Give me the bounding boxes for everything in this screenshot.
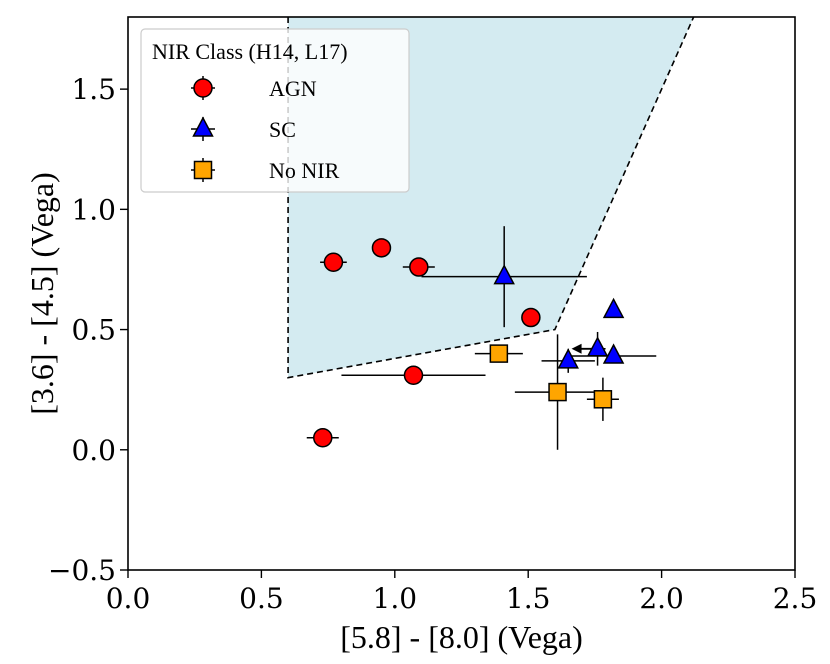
data-point-sc <box>602 343 625 364</box>
series-agn <box>306 238 541 448</box>
legend-label: SC <box>269 117 296 142</box>
data-point-no-nir <box>489 344 509 363</box>
data-point-agn <box>323 252 344 272</box>
y-tick-label: 0.5 <box>71 314 116 347</box>
data-point-sc <box>602 297 625 319</box>
data-point-agn <box>409 257 429 277</box>
series-sc <box>421 226 657 373</box>
y-tick-label: −0.5 <box>48 554 116 587</box>
data-point-sc <box>557 348 579 369</box>
y-tick-label: 0.0 <box>71 434 116 467</box>
data-point-agn <box>403 365 424 385</box>
data-point-no-nir <box>548 382 567 402</box>
data-point-agn <box>521 307 541 328</box>
legend-label: AGN <box>269 76 317 101</box>
data-point-sc <box>586 336 609 357</box>
x-tick-label: 2.5 <box>773 582 818 615</box>
legend-entry: AGN <box>191 76 317 101</box>
legend-marker <box>192 116 214 137</box>
y-tick-label: 1.5 <box>71 73 116 106</box>
y-axis-label: [3.6] - [4.5] (Vega) <box>24 172 60 415</box>
x-tick-label: 0.5 <box>239 582 284 615</box>
legend-box <box>140 28 410 193</box>
legend: NIR Class (H14, L17) AGN SC No NIR <box>140 28 410 193</box>
data-point-agn <box>313 428 333 448</box>
legend-entries: AGN SC No NIR <box>191 76 340 183</box>
data-layer <box>306 226 657 450</box>
data-point-sc <box>493 264 515 285</box>
legend-label: No NIR <box>269 158 340 183</box>
x-axis-label: [5.8] - [8.0] (Vega) <box>340 619 583 655</box>
series-no-nir <box>474 334 619 450</box>
legend-entry: No NIR <box>191 158 340 183</box>
legend-entry: SC <box>191 116 296 142</box>
plot-frame <box>127 16 796 571</box>
y-tick-label: 1.0 <box>71 193 116 226</box>
x-tick-label: 0.0 <box>106 582 151 615</box>
axis-ticks: 0.0 0.5 1.0 1.5 2.0 2.5−0.50.00.51.01.5 <box>48 73 817 615</box>
data-point-agn <box>371 238 392 258</box>
legend-title: NIR Class (H14, L17) <box>152 39 348 64</box>
agn-wedge-boundary <box>287 17 695 379</box>
data-point-no-nir <box>593 390 613 409</box>
x-tick-label: 1.5 <box>506 582 551 615</box>
legend-marker <box>193 78 213 98</box>
x-tick-label: 2.0 <box>639 582 684 615</box>
x-tick-label: 1.0 <box>373 582 418 615</box>
upper-limit-arrow-head <box>571 343 582 354</box>
legend-marker <box>193 160 213 180</box>
